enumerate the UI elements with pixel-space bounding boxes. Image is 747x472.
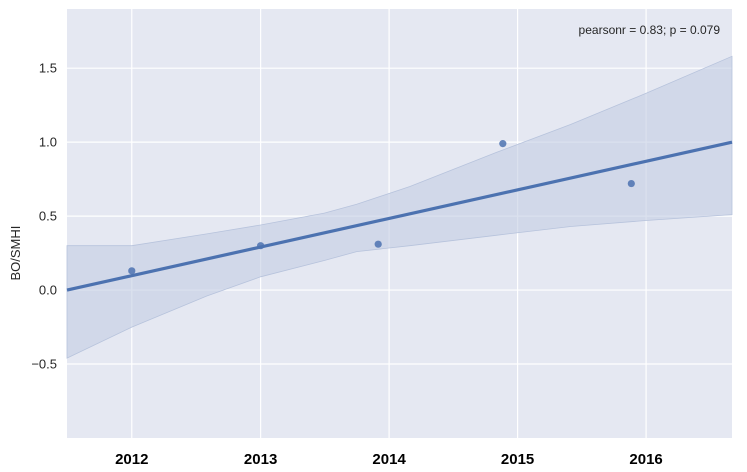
x-tick-label: 2014 [372, 451, 406, 468]
x-tick-labels: 2012 2013 2014 2015 2016 [115, 451, 663, 468]
confidence-band [66, 55, 733, 359]
y-tick-labels: −0.5 0.0 0.5 1.0 1.5 [31, 61, 57, 372]
x-tick-label: 2015 [501, 451, 534, 468]
y-tick-label: −0.5 [31, 357, 57, 372]
data-point [627, 179, 635, 188]
data-point [374, 240, 382, 248]
x-tick-label: 2016 [629, 451, 662, 468]
stats-annotation: pearsonr = 0.83; p = 0.079 [579, 23, 721, 37]
x-tick-label: 2012 [115, 451, 148, 468]
y-tick-label: 0.0 [39, 283, 57, 298]
y-tick-label: 1.5 [39, 61, 57, 76]
y-axis-label: BO/SMHI [8, 226, 23, 281]
x-tick-label: 2013 [244, 451, 277, 468]
y-tick-label: 0.5 [39, 209, 57, 224]
y-tick-label: 1.0 [39, 135, 57, 150]
data-point [128, 267, 136, 275]
regression-line [66, 140, 733, 292]
data-point [257, 242, 265, 250]
data-point [499, 140, 507, 148]
scatter-points [128, 140, 635, 275]
